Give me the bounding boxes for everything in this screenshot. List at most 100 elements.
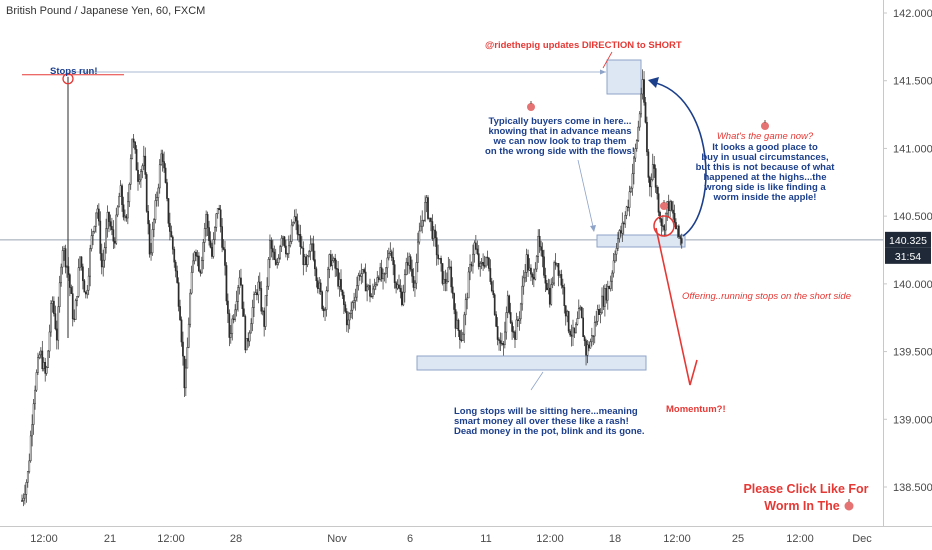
x-tick-label: 21 — [104, 533, 116, 545]
candle-body — [248, 332, 251, 342]
candle-body — [604, 288, 606, 307]
candle-body — [267, 259, 270, 287]
candle-body — [364, 271, 367, 292]
candle-body — [672, 209, 674, 214]
stops-run-arrowhead — [600, 69, 606, 75]
candle-body — [198, 255, 200, 272]
candle-body — [285, 245, 287, 255]
candle-body — [524, 272, 526, 279]
candle-body — [180, 319, 183, 343]
candle-body — [156, 197, 158, 201]
candle-body — [454, 309, 457, 329]
candle-body — [164, 167, 167, 183]
candle-body — [544, 275, 547, 284]
candle-body — [601, 295, 603, 314]
candle-body — [32, 403, 35, 425]
candle-body — [96, 208, 99, 214]
candle-body — [279, 246, 281, 259]
game-answer-line-6: worm inside the apple! — [713, 192, 817, 203]
candle-body — [373, 285, 376, 290]
candle-body — [348, 313, 351, 321]
candle-body — [461, 333, 464, 341]
candle-body — [321, 291, 323, 309]
candle-body — [260, 288, 263, 312]
countdown-text: 31:54 — [895, 251, 921, 263]
candle-body — [498, 339, 500, 341]
candle-body — [53, 300, 55, 314]
y-tick-label: 139.000 — [893, 414, 932, 426]
candle-body — [41, 350, 44, 370]
candle-body — [679, 236, 682, 239]
candle-body — [92, 231, 94, 236]
candle-body — [177, 282, 180, 307]
candle-body — [427, 197, 429, 219]
candle-body — [435, 237, 438, 256]
candle-body — [422, 219, 425, 222]
game-answer-line-2: buy in usual circumstances, — [701, 152, 828, 163]
candle-body — [630, 187, 632, 192]
direction-short-label: @ridethepig updates DIRECTION to SHORT — [485, 40, 682, 51]
candle-body — [264, 295, 267, 327]
candle-body — [301, 246, 303, 249]
candle-body — [595, 321, 598, 323]
candle-body — [609, 280, 612, 289]
candle-body — [450, 266, 453, 288]
candle-body — [409, 256, 412, 270]
candle-body — [602, 295, 605, 307]
candle-body — [66, 266, 68, 268]
candle-body — [622, 222, 625, 225]
candle-body — [215, 213, 218, 228]
candle-body — [55, 328, 58, 341]
x-axis: 12:00 21 12:00 28 Nov 6 11 12:00 18 12:00 25 12:00 D… — [30, 533, 872, 545]
candle-body — [467, 271, 470, 299]
candle-body — [586, 344, 589, 356]
candle-body — [546, 282, 548, 290]
candle-body — [451, 286, 454, 294]
candle-body — [134, 141, 136, 150]
candle-body — [370, 296, 373, 298]
candle-body — [592, 335, 595, 337]
candle-body — [493, 294, 496, 315]
candle-body — [570, 334, 573, 337]
candle-body — [151, 229, 154, 254]
candle-body — [61, 250, 64, 268]
candle-body — [359, 275, 361, 277]
candle-body — [269, 240, 271, 260]
x-tick-label: Dec — [852, 533, 872, 545]
candle-body — [108, 211, 110, 222]
candle-body — [506, 295, 509, 313]
candle-body — [633, 157, 635, 175]
candle-body — [456, 319, 458, 329]
candle-body — [522, 277, 525, 287]
candle-body — [90, 235, 93, 249]
candle-body — [141, 165, 144, 172]
candle-body — [303, 256, 306, 265]
candle-body — [650, 179, 653, 188]
candle-body — [351, 302, 354, 311]
candle-body — [535, 255, 538, 270]
candle-body — [286, 253, 289, 255]
candle-body — [635, 140, 638, 149]
candle-body — [127, 201, 129, 219]
candle-body — [79, 256, 81, 269]
curved-arrow — [651, 81, 707, 237]
buyers-zone — [596, 234, 686, 248]
candle-body — [137, 169, 139, 182]
candle-body — [266, 285, 268, 296]
candle-body — [446, 281, 448, 284]
candle-body — [319, 282, 322, 293]
candle-body — [640, 93, 642, 115]
candle-body — [302, 247, 305, 265]
candle-body — [654, 168, 657, 188]
candle-body — [553, 262, 555, 284]
candle-body — [483, 265, 486, 267]
candle-body — [569, 330, 571, 336]
candle-body — [376, 277, 379, 285]
x-tick-label: 11 — [480, 533, 491, 545]
candle-body — [221, 226, 223, 248]
candle-body — [599, 312, 602, 315]
candle-body — [182, 341, 184, 357]
candle-body — [224, 249, 226, 266]
candle-body — [443, 278, 445, 284]
